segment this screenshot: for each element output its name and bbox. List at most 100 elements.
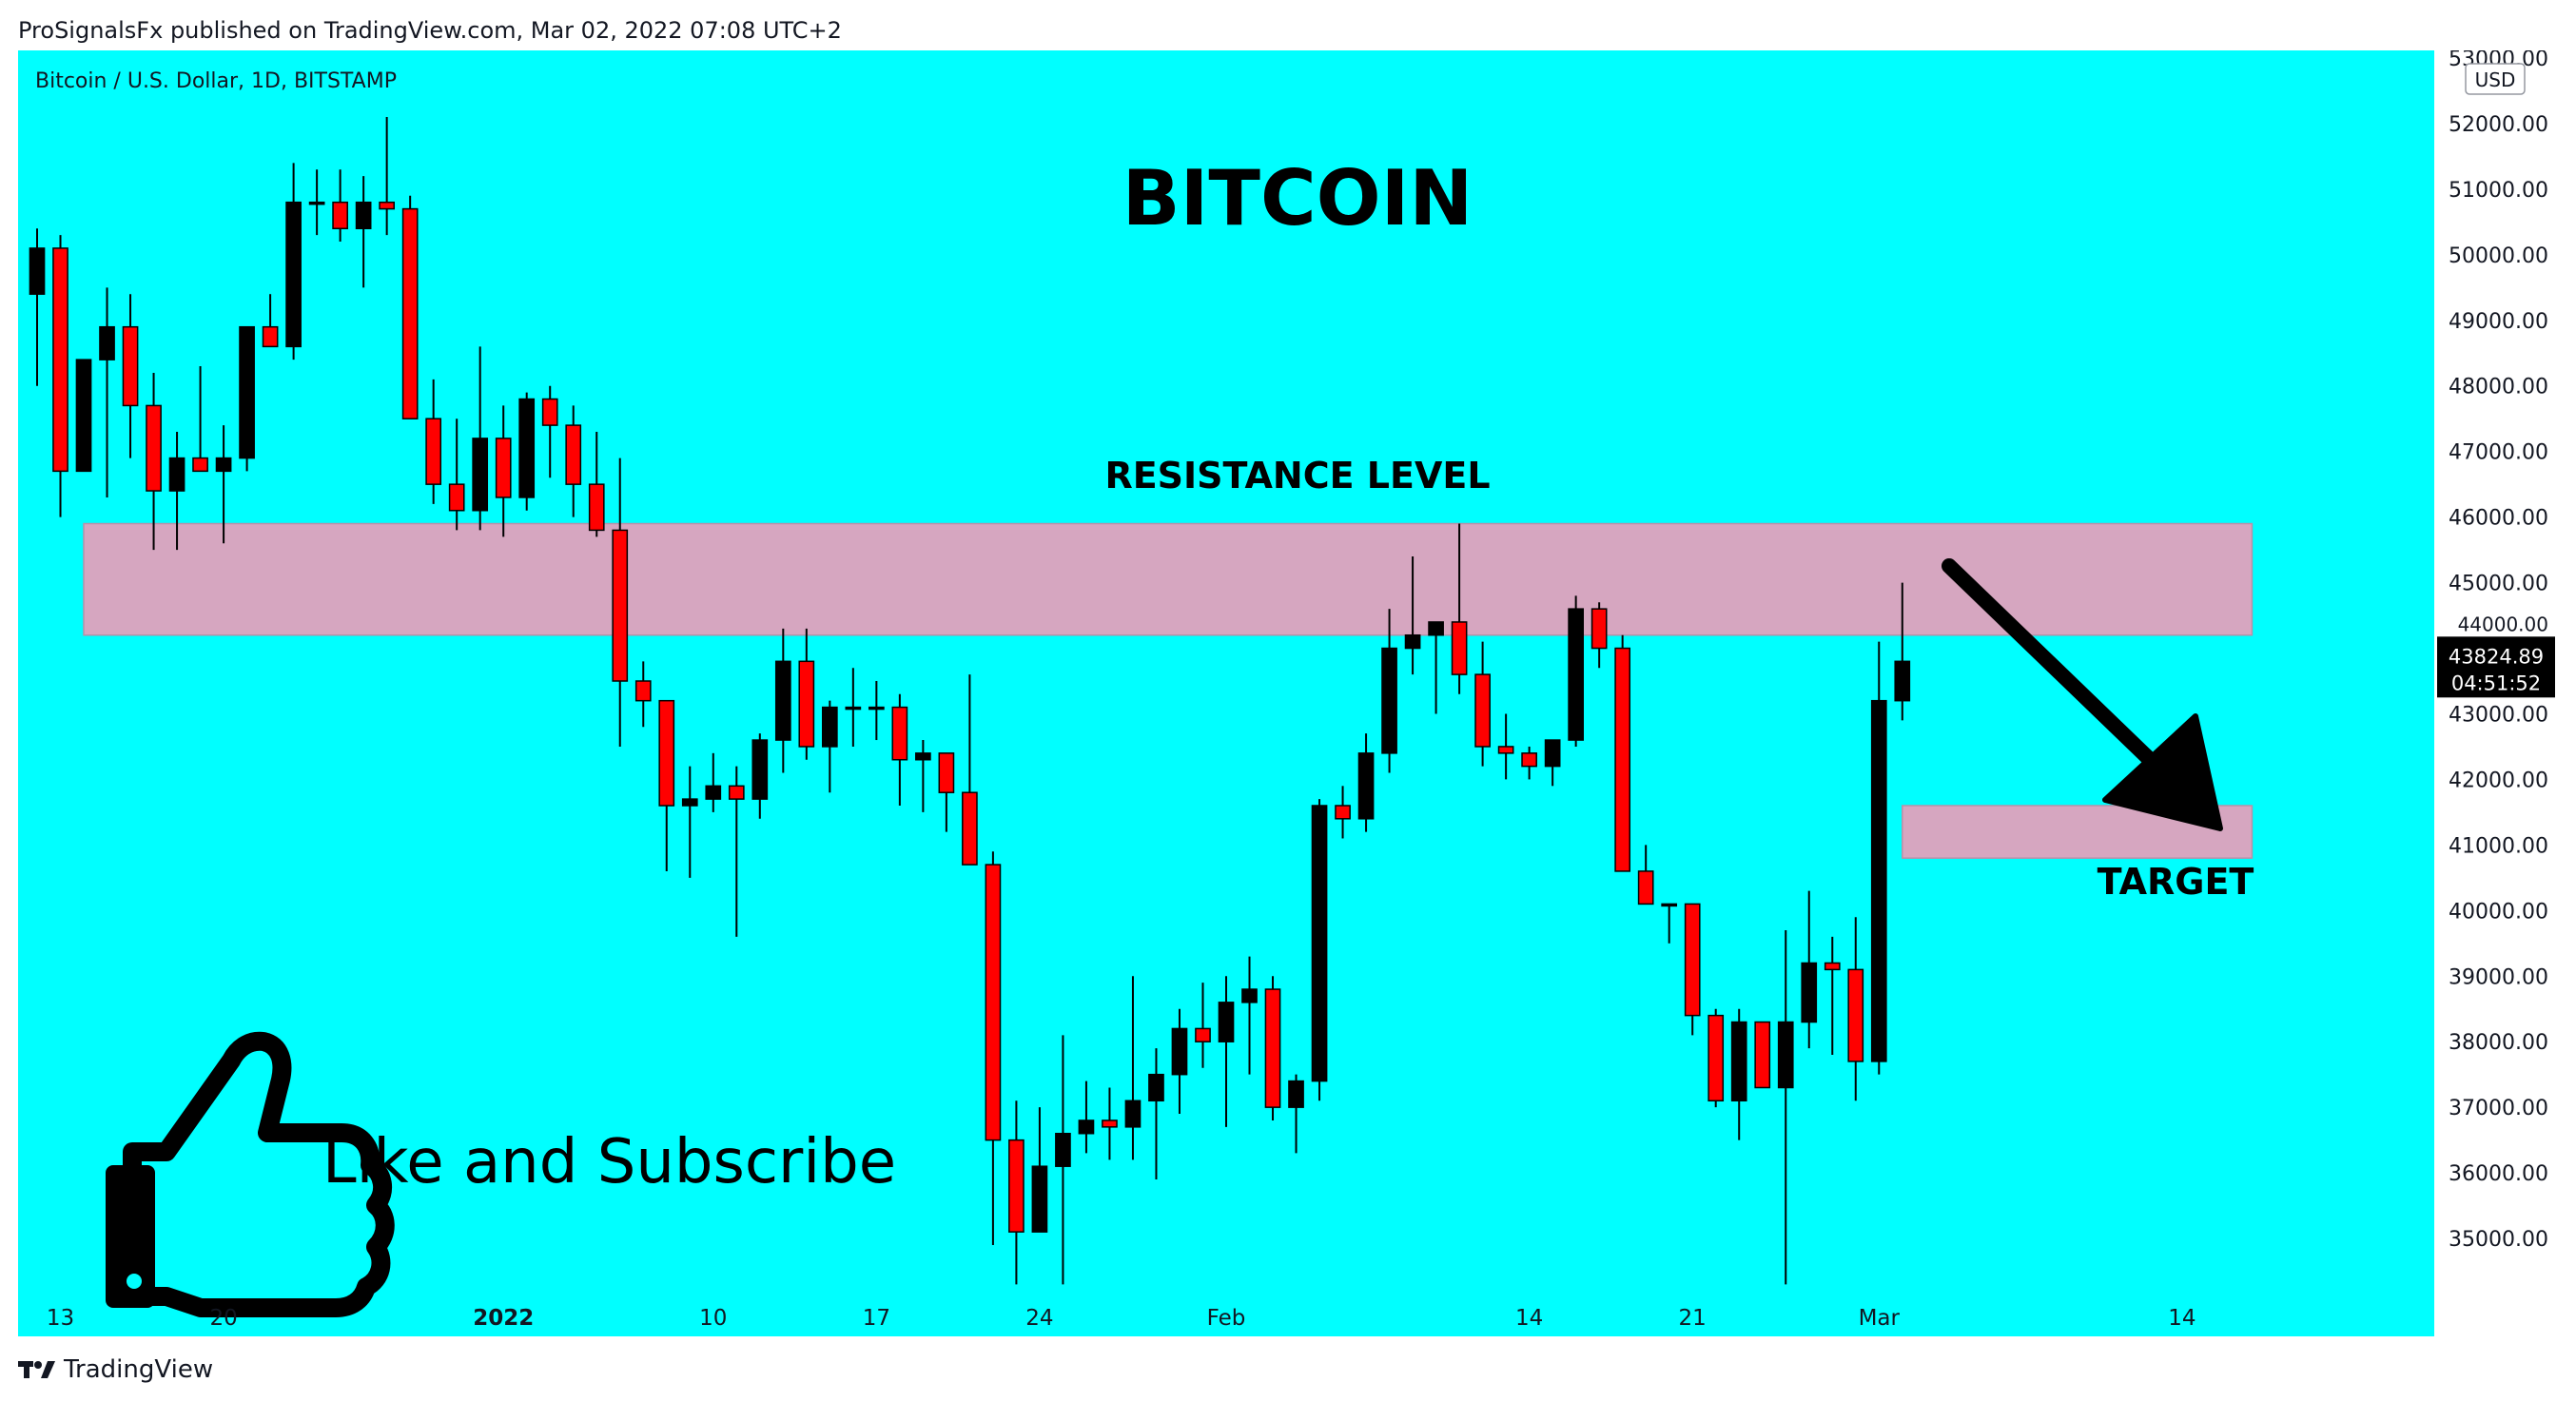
candle[interactable] [308, 169, 325, 236]
candle[interactable] [681, 766, 698, 878]
candle[interactable] [1521, 746, 1537, 780]
candle[interactable] [1357, 733, 1375, 832]
candle[interactable] [1847, 917, 1864, 1101]
candle[interactable] [845, 668, 862, 747]
candle[interactable] [448, 419, 465, 531]
candle[interactable] [1124, 976, 1142, 1160]
time-axis[interactable]: 13 20 2022 10 17 24 Feb 14 21 Mar 14 [47, 1306, 2196, 1331]
candle[interactable] [728, 766, 745, 937]
candle[interactable] [215, 425, 232, 544]
candle[interactable] [1195, 983, 1211, 1068]
candle[interactable] [29, 228, 46, 386]
candle[interactable] [612, 458, 629, 747]
candle[interactable] [1568, 595, 1584, 747]
candle[interactable] [1008, 1100, 1025, 1285]
candle[interactable] [1708, 1008, 1725, 1108]
candle[interactable] [1777, 930, 1794, 1285]
symbol-label[interactable]: Bitcoin / U.S. Dollar, 1D, BITSTAMP [35, 69, 397, 93]
candle[interactable] [891, 693, 908, 806]
candle[interactable] [401, 195, 419, 419]
candle[interactable] [1428, 621, 1444, 714]
candle[interactable] [1801, 890, 1818, 1049]
candle[interactable] [962, 674, 978, 866]
candle[interactable] [1031, 1107, 1048, 1233]
candle[interactable] [774, 628, 791, 773]
candle[interactable] [1824, 936, 1841, 1055]
candle[interactable] [868, 681, 885, 741]
candle-body [962, 791, 978, 866]
candle[interactable] [1264, 976, 1281, 1120]
price-tick-label: 48000.00 [2449, 376, 2548, 399]
candle[interactable] [634, 661, 652, 728]
candle[interactable] [658, 699, 675, 871]
candle-body [168, 457, 185, 492]
candle[interactable] [1311, 799, 1328, 1101]
candle[interactable] [425, 379, 442, 504]
candle[interactable] [1335, 786, 1351, 839]
candle[interactable] [355, 176, 372, 288]
candle[interactable] [1451, 523, 1468, 694]
candle[interactable] [1171, 1008, 1188, 1115]
candle[interactable] [798, 628, 815, 760]
price-axis[interactable]: 35000.00 36000.00 37000.00 38000.00 39000.00… [2449, 48, 2548, 1252]
candle[interactable] [1544, 739, 1561, 787]
candle[interactable] [99, 287, 115, 497]
candle[interactable] [1218, 976, 1235, 1127]
tradingview-logo-icon[interactable] [18, 1359, 56, 1380]
candle-body [1264, 988, 1281, 1108]
candle[interactable] [122, 294, 139, 458]
candle-body [1590, 608, 1608, 650]
candle[interactable] [1474, 641, 1491, 767]
candle[interactable] [332, 169, 348, 243]
chart-title: BITCOIN [1122, 154, 1473, 243]
candle[interactable] [588, 432, 605, 537]
candle[interactable] [1684, 903, 1701, 1036]
candle[interactable] [472, 346, 489, 531]
candle[interactable] [751, 733, 769, 819]
candle[interactable] [192, 366, 208, 473]
candle[interactable] [1661, 903, 1678, 944]
candle[interactable] [1870, 641, 1887, 1075]
candle[interactable] [541, 385, 558, 478]
time-tick-label: Mar [1859, 1306, 1901, 1331]
candle-body [565, 424, 582, 485]
candle[interactable] [1637, 845, 1654, 905]
candle[interactable] [262, 294, 279, 348]
candle[interactable] [1241, 956, 1258, 1075]
candle[interactable] [705, 752, 722, 812]
candle[interactable] [146, 372, 162, 551]
candle[interactable] [1404, 556, 1421, 675]
candle[interactable] [1894, 582, 1911, 721]
candle[interactable] [1754, 1021, 1771, 1089]
candle[interactable] [938, 752, 955, 832]
candle[interactable] [1055, 1035, 1071, 1285]
brand-name[interactable]: TradingView [64, 1355, 214, 1384]
candle[interactable] [1497, 713, 1514, 780]
candle[interactable] [1102, 1087, 1118, 1160]
candle[interactable] [1614, 634, 1631, 872]
candle[interactable] [75, 359, 92, 473]
candle[interactable] [168, 432, 185, 551]
candle[interactable] [1148, 1048, 1164, 1179]
candle[interactable] [379, 117, 395, 236]
candle-body [845, 706, 862, 711]
candle[interactable] [915, 740, 931, 812]
currency-badge[interactable]: USD [2465, 63, 2526, 95]
candlestick-chart[interactable]: Bitcoin / U.S. Dollar, 1D, BITSTAMP BITC… [18, 48, 2560, 1336]
candle[interactable] [518, 392, 536, 511]
candle[interactable] [985, 851, 1002, 1245]
candle[interactable] [1381, 609, 1397, 773]
candle[interactable] [495, 405, 512, 537]
candle[interactable] [821, 700, 838, 793]
candle[interactable] [1590, 602, 1608, 669]
candle-body [1078, 1120, 1095, 1135]
candle[interactable] [1730, 1008, 1747, 1140]
candle[interactable] [1078, 1081, 1095, 1154]
candle[interactable] [565, 405, 582, 517]
candle-body [1404, 633, 1421, 650]
candle[interactable] [52, 235, 68, 517]
candle[interactable] [239, 325, 255, 472]
candle[interactable] [1288, 1074, 1304, 1154]
price-chart[interactable]: Bitcoin / U.S. Dollar, 1D, BITSTAMP BITC… [18, 48, 2560, 1336]
candle[interactable] [285, 163, 302, 360]
